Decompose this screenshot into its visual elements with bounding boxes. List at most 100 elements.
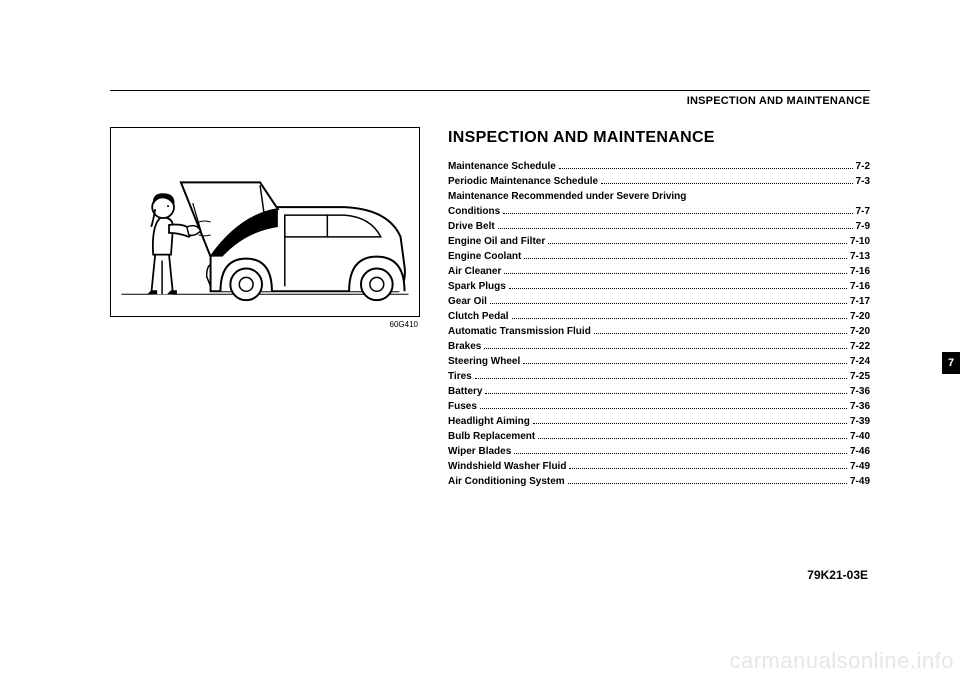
toc-page: 7-16	[850, 279, 870, 294]
toc-row: Gear Oil 7-17	[448, 294, 870, 309]
toc-label: Gear Oil	[448, 294, 487, 309]
toc-page: 7-40	[850, 429, 870, 444]
figure-illustration	[110, 127, 420, 317]
toc-row: Bulb Replacement 7-40	[448, 429, 870, 444]
toc-row: Clutch Pedal 7-20	[448, 309, 870, 324]
toc-row: Periodic Maintenance Schedule 7-3	[448, 174, 870, 189]
toc-label: Maintenance Schedule	[448, 159, 556, 174]
figure-caption: 60G410	[110, 320, 420, 329]
toc-leader-dots	[475, 378, 847, 379]
toc-label: Wiper Blades	[448, 444, 511, 459]
toc-label: Conditions	[448, 204, 500, 219]
toc-page: 7-16	[850, 264, 870, 279]
toc-page: 7-9	[856, 219, 870, 234]
toc-page: 7-24	[850, 354, 870, 369]
toc-row: Engine Coolant 7-13	[448, 249, 870, 264]
toc-row: Windshield Washer Fluid 7-49	[448, 459, 870, 474]
toc-label: Clutch Pedal	[448, 309, 509, 324]
toc-page: 7-13	[850, 249, 870, 264]
chapter-tab: 7	[942, 352, 960, 374]
toc-leader-dots	[480, 408, 847, 409]
section-title: INSPECTION AND MAINTENANCE	[448, 129, 870, 147]
toc-row: Air Conditioning System 7-49	[448, 474, 870, 489]
toc-row: Fuses 7-36	[448, 399, 870, 414]
toc-label: Automatic Transmission Fluid	[448, 324, 591, 339]
running-header: INSPECTION AND MAINTENANCE	[110, 95, 870, 107]
toc-page: 7-20	[850, 324, 870, 339]
toc-leader-dots	[533, 423, 847, 424]
toc-page: 7-25	[850, 369, 870, 384]
toc-leader-dots	[524, 258, 847, 259]
toc-leader-dots	[509, 288, 847, 289]
toc-row: Automatic Transmission Fluid 7-20	[448, 324, 870, 339]
toc-label: Battery	[448, 384, 482, 399]
toc-list: Maintenance Schedule7-2Periodic Maintena…	[448, 159, 870, 489]
toc-leader-dots	[559, 168, 853, 169]
toc-column: INSPECTION AND MAINTENANCE Maintenance S…	[448, 127, 870, 489]
toc-label: Engine Coolant	[448, 249, 521, 264]
toc-label: Maintenance Recommended under Severe Dri…	[448, 189, 686, 204]
toc-page: 7-36	[850, 399, 870, 414]
toc-row: Steering Wheel 7-24	[448, 354, 870, 369]
page-content: INSPECTION AND MAINTENANCE	[110, 90, 870, 489]
watermark: carmanualsonline.info	[729, 648, 954, 674]
toc-leader-dots	[601, 183, 853, 184]
toc-label: Spark Plugs	[448, 279, 506, 294]
toc-page: 7-20	[850, 309, 870, 324]
toc-page: 7-39	[850, 414, 870, 429]
toc-leader-dots	[485, 393, 847, 394]
toc-label: Periodic Maintenance Schedule	[448, 174, 598, 189]
toc-row: Spark Plugs 7-16	[448, 279, 870, 294]
toc-page: 7-46	[850, 444, 870, 459]
toc-leader-dots	[514, 453, 847, 454]
toc-label: Headlight Aiming	[448, 414, 530, 429]
toc-leader-dots	[594, 333, 847, 334]
toc-page: 7-17	[850, 294, 870, 309]
toc-label: Windshield Washer Fluid	[448, 459, 566, 474]
content-row: 60G410 INSPECTION AND MAINTENANCE Mainte…	[110, 127, 870, 489]
toc-row: Maintenance Recommended under Severe Dri…	[448, 189, 870, 204]
toc-leader-dots	[569, 468, 847, 469]
toc-row: Drive Belt 7-9	[448, 219, 870, 234]
toc-row: Engine Oil and Filter 7-10	[448, 234, 870, 249]
toc-page: 7-2	[856, 159, 870, 174]
toc-page: 7-36	[850, 384, 870, 399]
toc-page: 7-3	[856, 174, 870, 189]
toc-row: Conditions 7-7	[448, 204, 870, 219]
toc-leader-dots	[503, 213, 852, 214]
toc-row: Battery 7-36	[448, 384, 870, 399]
toc-row: Air Cleaner 7-16	[448, 264, 870, 279]
toc-leader-dots	[504, 273, 847, 274]
car-hood-illustration	[111, 128, 419, 316]
toc-label: Tires	[448, 369, 472, 384]
toc-leader-dots	[512, 318, 847, 319]
toc-page: 7-22	[850, 339, 870, 354]
toc-page: 7-7	[856, 204, 870, 219]
toc-page: 7-49	[850, 459, 870, 474]
toc-row: Maintenance Schedule 7-2	[448, 159, 870, 174]
toc-row: Tires 7-25	[448, 369, 870, 384]
toc-leader-dots	[548, 243, 847, 244]
toc-leader-dots	[568, 483, 847, 484]
header-rule	[110, 90, 870, 91]
toc-leader-dots	[490, 303, 847, 304]
toc-page: 7-49	[850, 474, 870, 489]
toc-label: Fuses	[448, 399, 477, 414]
toc-row: Wiper Blades 7-46	[448, 444, 870, 459]
toc-row: Brakes 7-22	[448, 339, 870, 354]
toc-leader-dots	[484, 348, 847, 349]
toc-leader-dots	[538, 438, 847, 439]
toc-label: Steering Wheel	[448, 354, 520, 369]
toc-label: Drive Belt	[448, 219, 495, 234]
figure-column: 60G410	[110, 127, 420, 489]
toc-label: Bulb Replacement	[448, 429, 535, 444]
toc-label: Brakes	[448, 339, 481, 354]
footer-code: 79K21-03E	[807, 568, 868, 582]
toc-label: Air Cleaner	[448, 264, 501, 279]
toc-page: 7-10	[850, 234, 870, 249]
toc-row: Headlight Aiming 7-39	[448, 414, 870, 429]
toc-leader-dots	[498, 228, 853, 229]
toc-label: Air Conditioning System	[448, 474, 565, 489]
toc-label: Engine Oil and Filter	[448, 234, 545, 249]
toc-leader-dots	[523, 363, 847, 364]
